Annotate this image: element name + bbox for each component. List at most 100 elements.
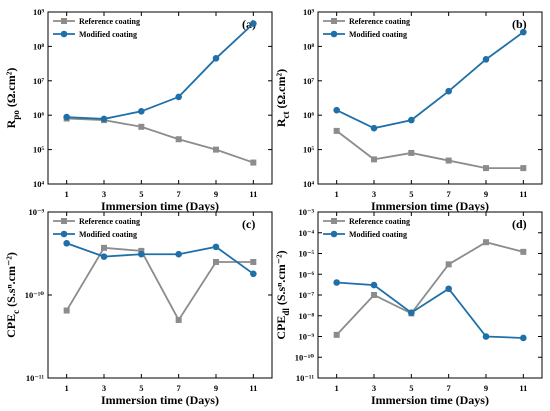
y-axis-label: CPEc (S.sⁿ.cm⁻²): [4, 252, 21, 338]
plot-frame: [47, 11, 273, 185]
reference-point: [371, 156, 377, 163]
x-tick-label: 7: [177, 383, 182, 393]
reference-point: [250, 258, 257, 265]
x-tick-label: 5: [139, 189, 143, 199]
series-line-reference: [336, 241, 524, 336]
y-tick-label: 10⁻¹¹: [296, 373, 315, 383]
y-tick-label: 10⁷: [303, 76, 315, 86]
y-tick-label: 10⁵: [33, 145, 45, 155]
x-axis-label: Immersion time (Days): [101, 199, 219, 213]
x-tick-label: 9: [214, 383, 218, 393]
reference-point: [175, 316, 182, 323]
legend-marker: [60, 230, 68, 238]
series-line-modified: [336, 31, 524, 130]
y-tick-label: 10⁸: [303, 41, 315, 51]
legend-marker: [330, 30, 338, 38]
legend-marker: [61, 218, 67, 224]
reference-point: [371, 292, 377, 298]
x-tick-label: 5: [409, 189, 413, 199]
legend-marker: [331, 218, 337, 224]
y-tick-label: 10⁻⁵: [298, 249, 314, 259]
reference-point: [520, 165, 527, 172]
reference-point: [213, 146, 219, 153]
modified-point: [445, 87, 452, 95]
modified-point: [333, 279, 340, 286]
y-axis-label: Rpo (Ω.cm²): [4, 68, 21, 129]
panel-label: (b): [512, 17, 527, 31]
panel-3: 10⁻¹¹ 10⁻¹⁰ 10⁻⁹ 1 3 5 7 9 11 Immersion time (Day…: [4, 207, 273, 407]
legend-label: Modified coating: [349, 30, 407, 39]
series-line-modified: [66, 242, 254, 275]
panel-label: (d): [512, 217, 527, 231]
x-tick-label: 5: [409, 383, 413, 393]
x-tick-label: 7: [447, 383, 452, 393]
modified-point: [63, 239, 70, 247]
x-tick-label: 9: [484, 189, 488, 199]
y-tick-label: 10⁶: [33, 110, 45, 120]
series-line-modified: [336, 281, 524, 339]
x-tick-label: 3: [102, 383, 106, 393]
reference-point: [138, 247, 145, 254]
modified-point: [63, 113, 70, 121]
x-tick-label: 11: [249, 383, 257, 393]
modified-point: [250, 270, 257, 278]
reference-point: [250, 159, 257, 166]
reference-point: [445, 261, 452, 268]
y-tick-label: 10⁻⁴: [298, 228, 314, 238]
y-tick-label: 10⁻⁹: [28, 207, 44, 217]
y-tick-label: 10⁻⁷: [298, 290, 314, 300]
legend-label: Reference coating: [349, 217, 410, 226]
reference-point: [445, 157, 452, 164]
reference-point: [520, 248, 527, 255]
y-axis-label: Rct (Ω.cm²): [274, 69, 291, 127]
legend-label: Modified coating: [79, 30, 137, 39]
modified-point: [408, 116, 415, 124]
x-tick-label: 9: [214, 189, 218, 199]
legend-label: Reference coating: [79, 17, 140, 26]
y-axis-label: CPEdl (S.sⁿ.cm⁻²): [274, 250, 291, 339]
x-tick-label: 11: [249, 189, 257, 199]
y-tick-label: 10⁻³: [298, 207, 314, 217]
x-axis-label: Immersion time (Days): [101, 393, 219, 407]
y-tick-label: 10⁻¹⁰: [25, 290, 45, 300]
modified-point: [175, 93, 182, 101]
modified-point: [520, 334, 527, 342]
reference-point: [63, 307, 70, 314]
series-line-modified: [66, 22, 254, 120]
modified-point: [175, 250, 182, 258]
modified-point: [370, 281, 378, 289]
legend-marker: [331, 18, 337, 24]
reference-point: [483, 239, 489, 246]
modified-point: [482, 333, 490, 340]
reference-point: [408, 149, 415, 156]
modified-point: [370, 124, 378, 132]
x-tick-label: 3: [372, 189, 376, 199]
legend-marker: [61, 18, 67, 24]
modified-point: [100, 253, 108, 260]
x-tick-label: 11: [519, 189, 527, 199]
x-tick-label: 7: [177, 189, 182, 199]
x-axis-label: Immersion time (Days): [371, 199, 489, 213]
x-tick-label: 1: [335, 383, 339, 393]
legend-label: Modified coating: [79, 230, 137, 239]
y-tick-label: 10⁻¹¹: [26, 373, 45, 383]
x-tick-label: 5: [139, 383, 143, 393]
modified-point: [212, 243, 220, 251]
y-tick-label: 10⁹: [303, 7, 315, 17]
modified-point: [212, 55, 220, 62]
y-tick-label: 10⁻¹⁰: [295, 352, 315, 362]
reference-point: [175, 136, 182, 143]
modified-point: [333, 106, 340, 114]
legend-marker: [330, 230, 338, 238]
y-tick-label: 10⁻⁸: [298, 311, 314, 321]
panel-4: 10⁻¹¹ 10⁻¹⁰ 10⁻⁹ 10⁻⁸ 10⁻⁷ 10⁻⁶ 10⁻⁵ 10⁻⁴ 10⁻³ 1 3…: [274, 207, 543, 407]
legend-label: Modified coating: [349, 230, 407, 239]
panel-1: 10⁴ 10⁵ 10⁶ 10⁷ 10⁸ 10⁹ 1 3 5 7 9 11 Immersion time …: [4, 7, 273, 213]
x-tick-label: 7: [447, 189, 452, 199]
x-tick-label: 11: [519, 383, 527, 393]
plot-frame: [317, 11, 543, 185]
legend-label: Reference coating: [349, 17, 410, 26]
modified-point: [100, 115, 108, 123]
reference-point: [333, 331, 340, 338]
